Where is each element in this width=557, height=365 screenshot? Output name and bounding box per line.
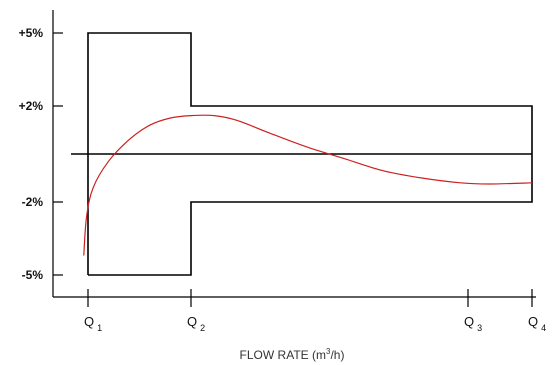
x-axis-label: FLOW RATE (m3/h) [240,347,345,362]
series-layer [71,32,533,276]
error-curve [83,114,533,256]
tolerance-limit-line [87,32,533,276]
axes [52,10,536,298]
y-tick-label: -5% [22,268,44,282]
y-tick-label: +5% [19,26,44,40]
ticks-layer: +5% +2% -2% -5% Q 1 Q 2 Q 3 Q 4 [19,26,547,333]
y-tick-label: +2% [19,99,44,113]
y-tick-label: -2% [22,195,44,209]
